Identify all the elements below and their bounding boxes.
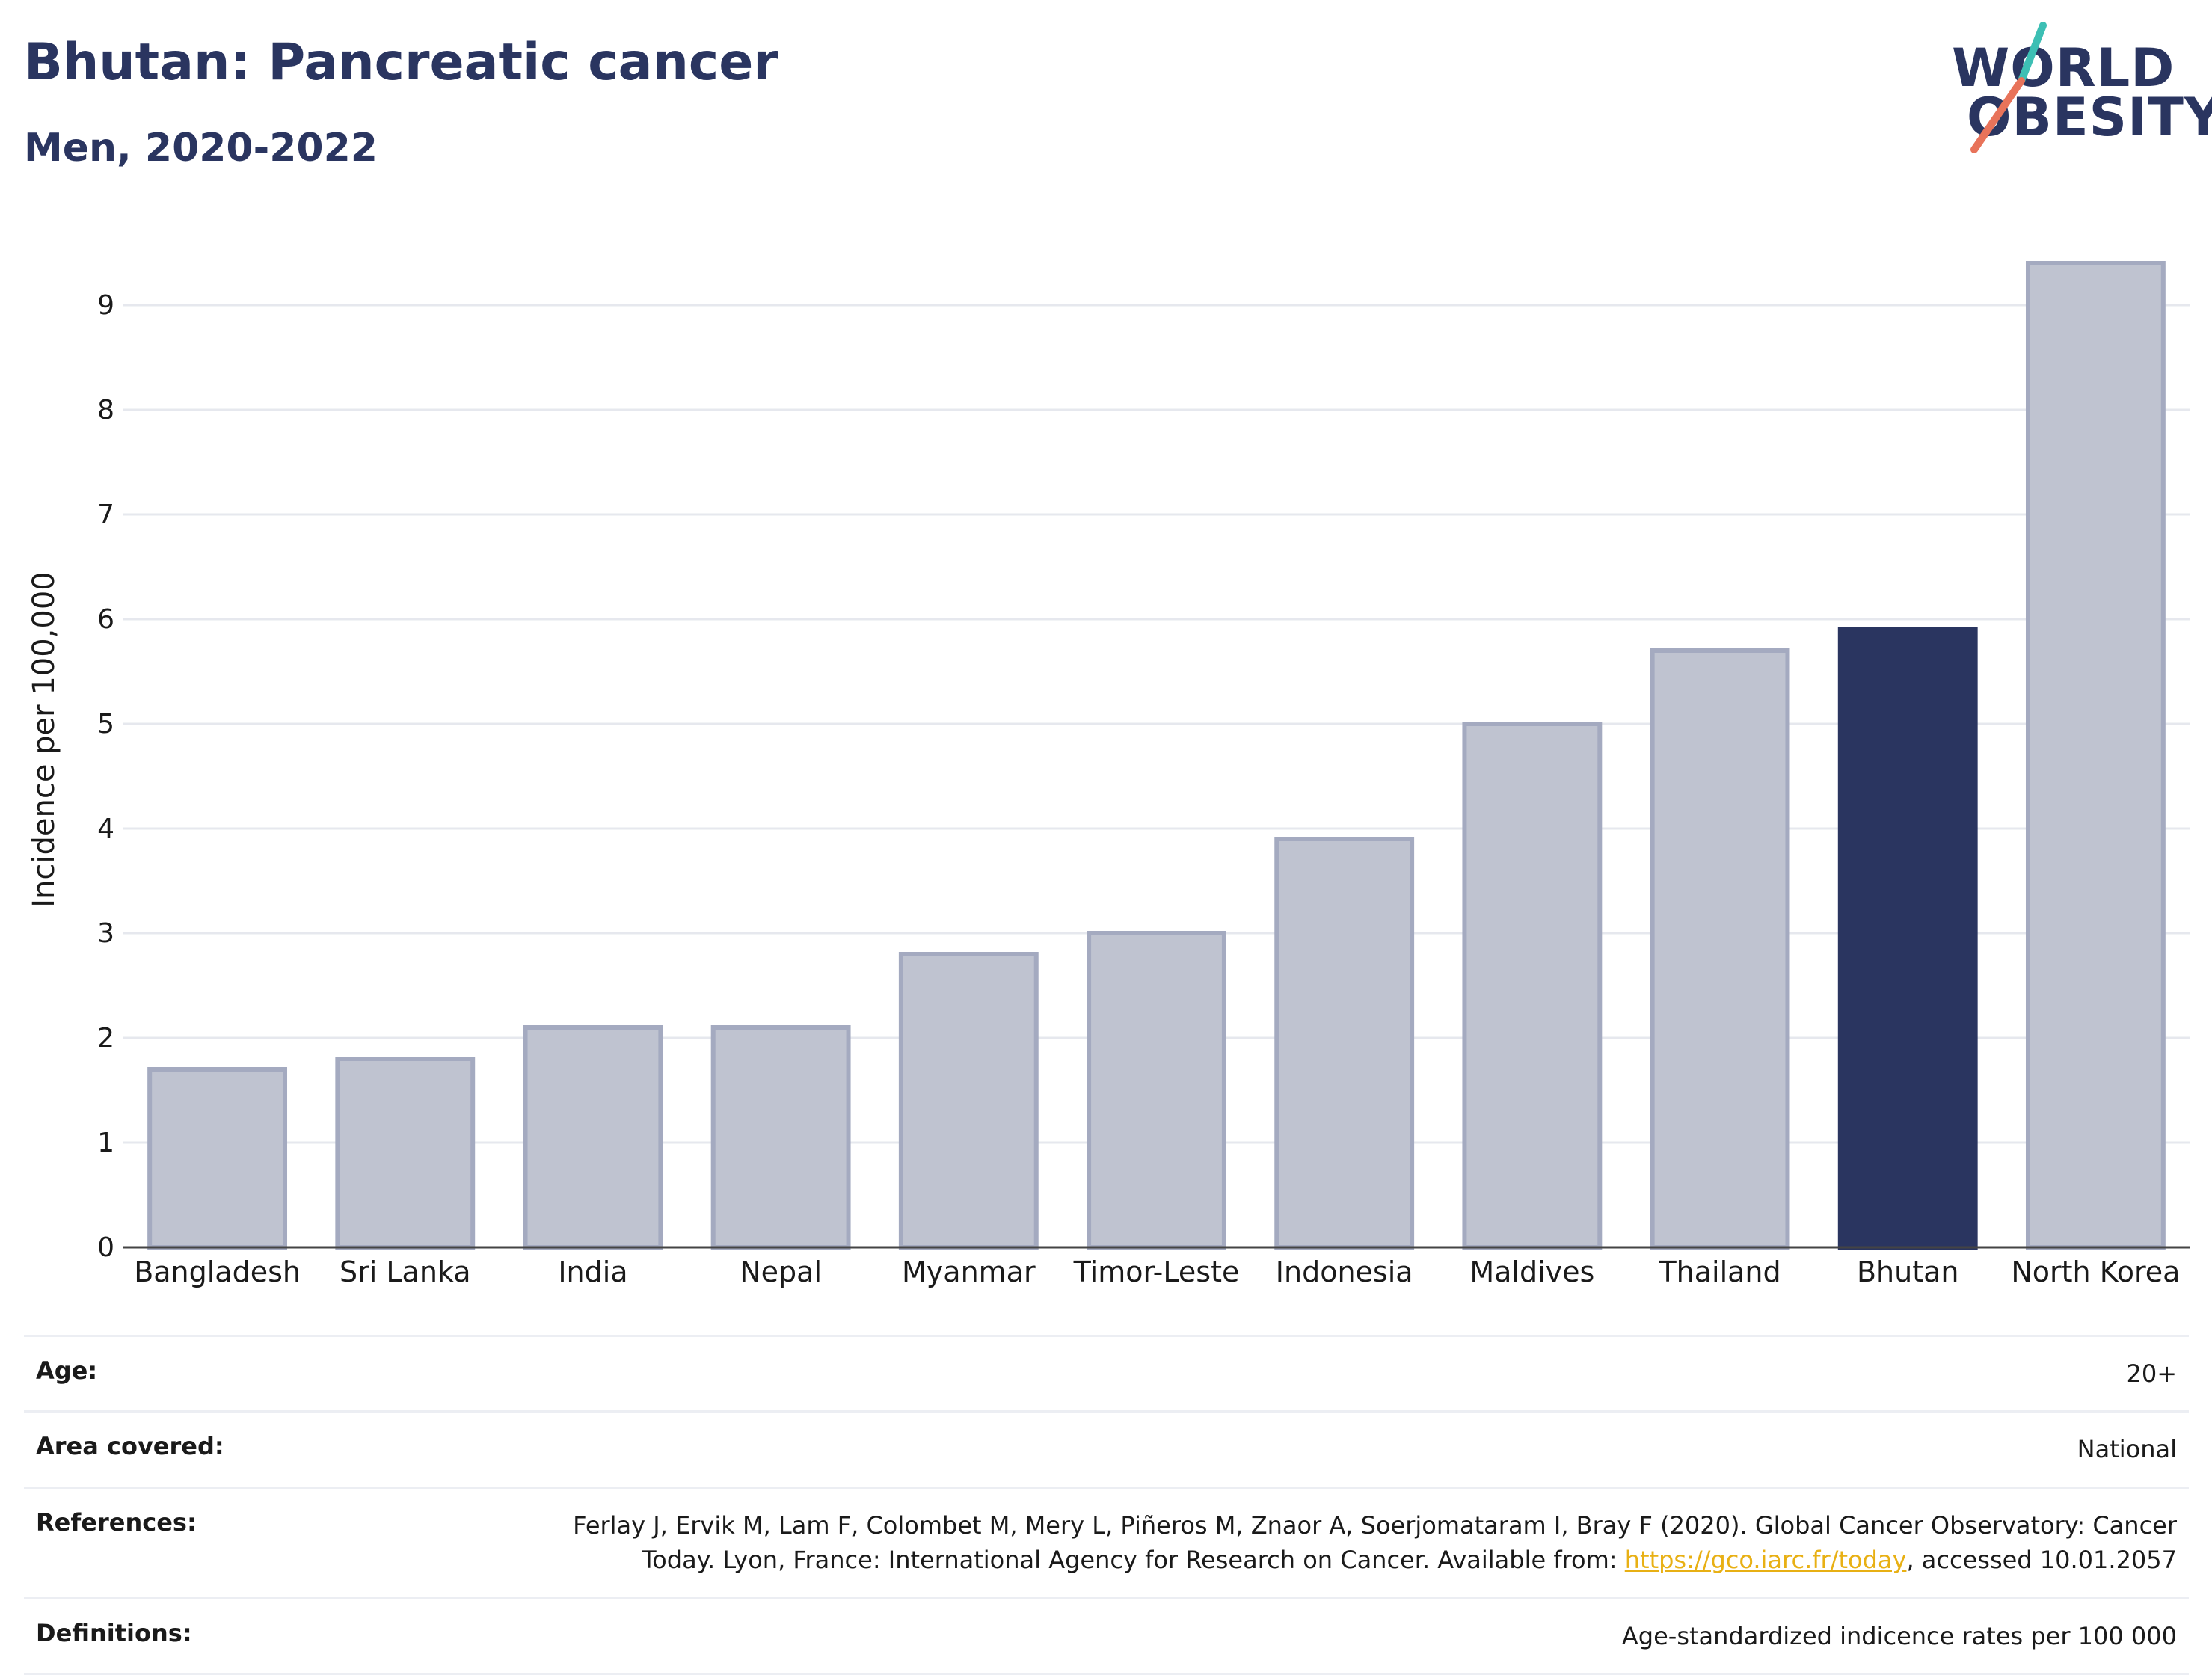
- references-link[interactable]: https://gco.iarc.fr/today: [1624, 1546, 1907, 1575]
- x-tick-label: Nepal: [740, 1256, 822, 1288]
- y-tick-label: 7: [97, 500, 114, 530]
- x-tick-label: Thailand: [1658, 1256, 1781, 1288]
- y-tick-label: 2: [97, 1023, 114, 1054]
- bar-bangladesh[interactable]: [147, 1067, 288, 1250]
- info-row-age: Age: 20+: [24, 1335, 2189, 1410]
- age-value: 20+: [2126, 1359, 2177, 1388]
- logo-slash-top: [2018, 22, 2047, 84]
- world-obesity-logo: WORLD OBESITY: [1952, 22, 2212, 157]
- bar-sri-lanka[interactable]: [335, 1057, 476, 1250]
- bar-myanmar[interactable]: [898, 952, 1039, 1250]
- age-label: Age:: [36, 1356, 98, 1385]
- y-tick-label: 9: [97, 290, 114, 321]
- area-value: National: [2077, 1435, 2177, 1464]
- y-tick-labels: 0 1 2 3 4 5 6 7 8 9: [97, 290, 114, 1263]
- logo-word-world: WORLD: [1952, 37, 2175, 99]
- y-tick-label: 0: [97, 1232, 114, 1263]
- bar-north-korea[interactable]: [2025, 261, 2166, 1250]
- x-tick-label: Sri Lanka: [340, 1256, 471, 1288]
- x-tick-label: Myanmar: [902, 1256, 1036, 1288]
- bar-indonesia[interactable]: [1274, 837, 1415, 1250]
- chart-title: Bhutan: Pancreatic cancer: [24, 33, 778, 92]
- y-tick-label: 1: [97, 1128, 114, 1158]
- info-row-definitions: Definitions: Age-standardized indicence …: [24, 1596, 2189, 1675]
- info-table: Age: 20+ Area covered: National Referenc…: [24, 1335, 2189, 1675]
- x-tick-label: India: [558, 1256, 627, 1288]
- references-text: Ferlay J, Ervik M, Lam F, Colombet M, Me…: [573, 1510, 2177, 1575]
- bar-chart: 0 1 2 3 4 5 6 7 8 9 Bangladesh Sri Lanka India Nepal…: [27, 261, 2190, 1288]
- x-tick-label: Bhutan: [1857, 1256, 1959, 1288]
- references-accessed: , accessed 10.01.2057: [1906, 1546, 2177, 1575]
- bar-bhutan[interactable]: [1837, 627, 1978, 1250]
- bars: [147, 261, 2166, 1250]
- logo-slash-icon: [1970, 22, 2047, 153]
- bar-maldives[interactable]: [1462, 722, 1603, 1250]
- x-tick-label: Bangladesh: [134, 1256, 301, 1288]
- x-tick-label: Timor-Leste: [1073, 1256, 1240, 1288]
- x-tick-label: Indonesia: [1276, 1256, 1413, 1288]
- definitions-value: Age-standardized indicence rates per 100…: [1621, 1621, 2177, 1650]
- bar-thailand[interactable]: [1650, 648, 1790, 1250]
- x-tick-labels: Bangladesh Sri Lanka India Nepal Myanmar Timo…: [134, 1256, 2180, 1288]
- definitions-label: Definitions:: [36, 1618, 192, 1647]
- bar-india[interactable]: [523, 1025, 663, 1250]
- area-label: Area covered:: [36, 1432, 224, 1461]
- references-label: References:: [36, 1508, 197, 1537]
- y-tick-label: 5: [97, 709, 114, 740]
- y-tick-label: 3: [97, 918, 114, 949]
- y-tick-label: 4: [97, 814, 114, 844]
- y-tick-label: 6: [97, 604, 114, 635]
- logo-slash-bottom: [1970, 77, 2025, 153]
- x-tick-label: Maldives: [1469, 1256, 1594, 1288]
- y-tick-label: 8: [97, 395, 114, 425]
- chart-subtitle: Men, 2020-2022: [24, 126, 378, 170]
- info-row-references: References: Ferlay J, Ervik M, Lam F, Co…: [24, 1486, 2189, 1597]
- bar-nepal[interactable]: [710, 1025, 851, 1250]
- bar-timor-leste[interactable]: [1087, 931, 1226, 1250]
- x-tick-label: North Korea: [2011, 1256, 2180, 1288]
- y-axis-title: Incidence per 100,000: [27, 571, 61, 908]
- references-value: Ferlay J, Ervik M, Lam F, Colombet M, Me…: [532, 1508, 2177, 1578]
- info-row-area: Area covered: National: [24, 1410, 2189, 1486]
